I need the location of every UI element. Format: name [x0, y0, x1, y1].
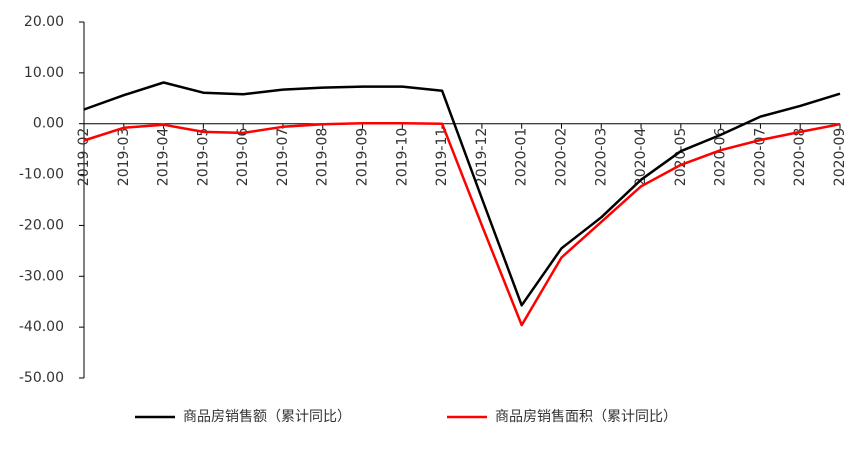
x-tick-label: 2019-12	[474, 128, 490, 187]
x-tick-label: 2019-09	[355, 128, 371, 187]
x-tick-label: 2020-01	[514, 128, 530, 187]
y-tick-label: 10.00	[24, 65, 64, 81]
x-tick-label: 2019-06	[235, 128, 251, 187]
x-tick-label: 2019-10	[394, 128, 410, 187]
x-tick-label: 2019-08	[315, 128, 331, 187]
x-tick-label: 2020-05	[673, 128, 689, 187]
legend-label: 商品房销售面积（累计同比）	[495, 409, 677, 425]
y-tick-label: -50.00	[19, 370, 64, 386]
y-tick-label: 20.00	[24, 14, 64, 30]
legend-label: 商品房销售额（累计同比）	[183, 409, 351, 425]
y-tick-label: -20.00	[19, 217, 64, 233]
x-tick-label: 2020-03	[593, 128, 609, 187]
series-line	[83, 121, 841, 327]
y-tick-label: 0.00	[33, 116, 64, 132]
x-tick-label: 2019-07	[275, 128, 291, 187]
y-tick-label: -40.00	[19, 319, 64, 335]
x-tick-label: 2019-11	[434, 128, 450, 187]
series-line	[83, 81, 841, 307]
y-tick-label: -30.00	[19, 268, 64, 284]
x-tick-label: 2019-05	[195, 128, 211, 187]
x-tick-label: 2020-02	[553, 128, 569, 187]
x-tick-label: 2020-09	[832, 128, 848, 187]
x-tick-label: 2020-04	[633, 128, 649, 187]
x-tick-label: 2020-08	[792, 128, 808, 187]
x-tick-label: 2020-06	[713, 128, 729, 187]
y-tick-label: -10.00	[19, 167, 64, 183]
x-tick-label: 2020-07	[752, 128, 768, 187]
x-tick-label: 2019-03	[116, 128, 132, 187]
x-tick-label: 2019-04	[156, 128, 172, 187]
x-tick-label: 2019-02	[76, 128, 92, 187]
